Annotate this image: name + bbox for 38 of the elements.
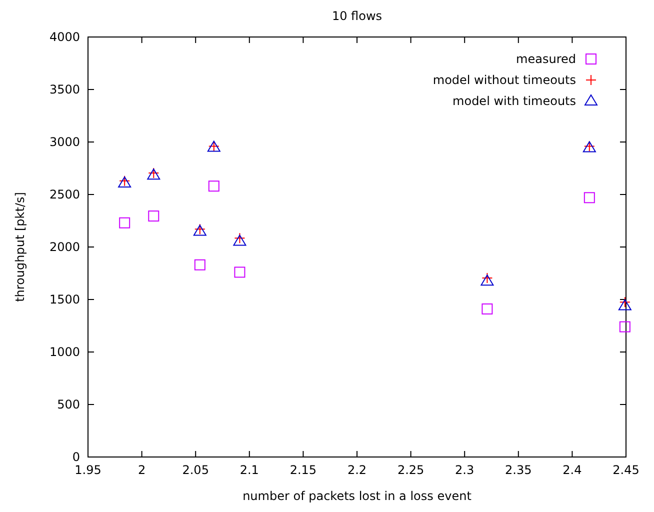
point xyxy=(119,217,130,228)
legend-label: model with timeouts xyxy=(452,94,576,108)
x-tick-label: 2.45 xyxy=(612,463,640,477)
x-tick-label: 2 xyxy=(138,463,146,477)
x-axis-title: number of packets lost in a loss event xyxy=(242,489,472,503)
point xyxy=(480,274,494,286)
point xyxy=(234,266,246,278)
x-tick-label: 2.15 xyxy=(290,463,317,477)
x-tick-label: 1.95 xyxy=(74,463,102,477)
y-tick-label: 1500 xyxy=(49,292,80,306)
y-tick-label: 0 xyxy=(72,450,80,464)
chart-title: 10 flows xyxy=(332,9,382,23)
y-tick-label: 2500 xyxy=(49,188,80,202)
point xyxy=(619,321,630,332)
x-tick-label: 2.05 xyxy=(182,463,209,477)
y-tick-label: 4000 xyxy=(49,30,80,44)
x-tick-label: 2.2 xyxy=(347,463,367,477)
point xyxy=(584,192,595,204)
point xyxy=(618,299,632,310)
point xyxy=(194,259,206,270)
point xyxy=(482,303,493,314)
legend-label: measured xyxy=(516,52,576,66)
x-tick-label: 2.1 xyxy=(240,463,259,477)
y-tick-label: 500 xyxy=(57,398,80,412)
y-axis-title: throughput [pkt/s] xyxy=(13,192,27,302)
point xyxy=(482,272,493,284)
legend-label: model without timeouts xyxy=(432,73,576,87)
y-tick-label: 3500 xyxy=(49,82,80,96)
x-tick-label: 2.35 xyxy=(505,463,532,477)
x-tick-label: 2.3 xyxy=(455,463,474,477)
x-tick-label: 2.4 xyxy=(562,463,582,477)
point xyxy=(148,210,160,222)
x-tick-label: 2.25 xyxy=(397,463,424,477)
point xyxy=(619,296,630,308)
y-tick-label: 1000 xyxy=(49,345,80,359)
y-tick-label: 2000 xyxy=(49,240,80,254)
point xyxy=(208,180,220,192)
y-tick-label: 3000 xyxy=(49,135,80,149)
